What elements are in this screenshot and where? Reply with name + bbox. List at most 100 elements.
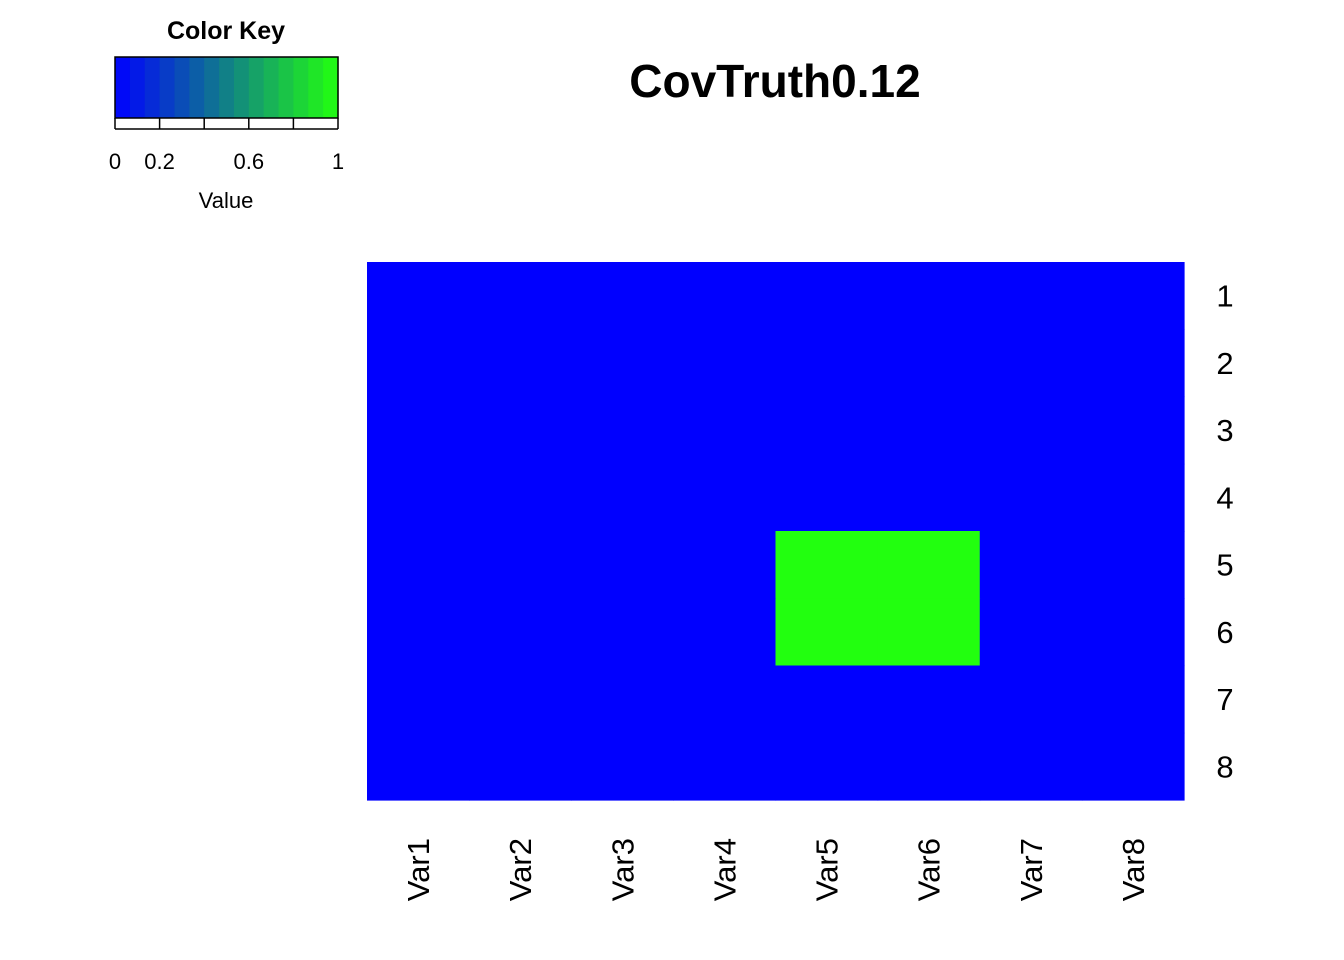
heatmap-cell-r8-c1 (367, 732, 470, 801)
heatmap-cell-r6-c1 (367, 598, 470, 667)
color-key-swatch (263, 57, 280, 118)
heatmap-cell-r7-c4 (673, 665, 777, 734)
color-key-tick-label: 1 (332, 149, 344, 174)
heatmap-cell-r4-c2 (469, 463, 572, 532)
color-key-swatch (144, 57, 161, 118)
heatmap-cell-r4-c6 (877, 463, 981, 532)
column-label: Var2 (503, 838, 538, 901)
color-key-swatch (189, 57, 205, 118)
heatmap-cell-r8-c5 (775, 732, 879, 801)
heatmap-cells (367, 262, 1185, 801)
heatmap-cell-r1-c4 (673, 262, 777, 330)
heatmap-cell-r1-c5 (775, 262, 879, 330)
heatmap-cell-r7-c3 (571, 665, 674, 734)
heatmap-cell-r2-c8 (1081, 329, 1185, 398)
heatmap-cell-r1-c7 (979, 262, 1083, 330)
heatmap-cell-r2-c3 (571, 329, 674, 398)
heatmap-cell-r8-c6 (877, 732, 981, 801)
heatmap-cell-r1-c1 (367, 262, 470, 330)
row-label: 6 (1216, 615, 1233, 650)
color-key-swatch (248, 57, 265, 118)
column-label: Var3 (605, 838, 640, 901)
color-key-swatch (219, 57, 235, 118)
color-key-swatch (159, 57, 176, 118)
heatmap-cell-r6-c7 (979, 598, 1083, 667)
color-key-swatch (115, 57, 131, 118)
color-key-swatch (278, 57, 294, 118)
heatmap-cell-r6-c8 (1081, 598, 1185, 667)
row-label: 5 (1216, 548, 1233, 583)
color-key-swatch (293, 57, 309, 118)
heatmap-cell-r8-c8 (1081, 732, 1185, 801)
heatmap-cell-r5-c5 (775, 531, 879, 599)
heatmap-cell-r2-c1 (367, 329, 470, 398)
heatmap-cell-r2-c6 (877, 329, 981, 398)
color-key-tick-label: 0.6 (234, 149, 265, 174)
row-label: 3 (1216, 413, 1233, 448)
heatmap-cell-r3-c5 (775, 396, 879, 465)
heatmap-cell-r4-c1 (367, 463, 470, 532)
heatmap-cell-r7-c8 (1081, 665, 1185, 734)
heatmap-cell-r4-c3 (571, 463, 674, 532)
column-label: Var7 (1014, 838, 1049, 901)
chart-title: CovTruth0.12 (629, 55, 920, 107)
column-labels: Var1 Var2 Var3 Var4 Var5 Var6 Var7 Var8 (401, 838, 1151, 901)
color-key-swatch (308, 57, 324, 118)
color-key-axis (114, 118, 339, 130)
heatmap-cell-r7-c2 (469, 665, 572, 734)
heatmap-cell-r8-c4 (673, 732, 777, 801)
color-key-frame (114, 56, 339, 119)
heatmap-cell-r5-c3 (571, 531, 674, 599)
row-label: 8 (1216, 749, 1233, 784)
heatmap-cell-r2-c5 (775, 329, 879, 398)
color-key-tick-labels: 0 0.2 0.6 1 (109, 149, 344, 174)
heatmap-cell-r3-c8 (1081, 396, 1185, 465)
heatmap-cell-r2-c7 (979, 329, 1083, 398)
heatmap-cell-r7-c5 (775, 665, 879, 734)
heatmap-cell-r6-c2 (469, 598, 572, 667)
row-labels: 1 2 3 4 5 6 7 8 (1216, 279, 1233, 785)
heatmap-cell-r3-c4 (673, 396, 777, 465)
heatmap-cell-r6-c5 (775, 598, 879, 667)
heatmap-cell-r6-c6 (877, 598, 981, 667)
heatmap-cell-r2-c2 (469, 329, 572, 398)
heatmap-cell-r5-c7 (979, 531, 1083, 599)
column-label: Var5 (810, 838, 845, 901)
heatmap-cell-r2-c4 (673, 329, 777, 398)
heatmap-cell-r5-c6 (877, 531, 981, 599)
color-key-swatch (204, 57, 220, 118)
heatmap-cell-r8-c3 (571, 732, 674, 801)
color-key-swatch (323, 57, 339, 118)
heatmap-cell-r5-c2 (469, 531, 572, 599)
heatmap-cell-r5-c8 (1081, 531, 1185, 599)
color-key-xlabel: Value (199, 188, 254, 213)
column-label: Var1 (401, 838, 436, 901)
heatmap-cell-r8-c7 (979, 732, 1083, 801)
heatmap-cell-r8-c2 (469, 732, 572, 801)
heatmap-cell-r1-c8 (1081, 262, 1185, 330)
column-label: Var4 (707, 838, 742, 901)
heatmap-cell-r1-c3 (571, 262, 674, 330)
row-label: 2 (1216, 346, 1233, 381)
heatmap-cell-r3-c6 (877, 396, 981, 465)
color-key-swatch (129, 57, 146, 118)
heatmap-cell-r5-c4 (673, 531, 777, 599)
heatmap-cell-r3-c7 (979, 396, 1083, 465)
heatmap-cell-r1-c6 (877, 262, 981, 330)
heatmap-cell-r7-c6 (877, 665, 981, 734)
heatmap-cell-r4-c5 (775, 463, 879, 532)
heatmap-cell-r3-c3 (571, 396, 674, 465)
color-key-gradient (115, 57, 339, 118)
column-label: Var8 (1116, 838, 1151, 901)
color-key-swatch (174, 57, 190, 118)
color-key-title: Color Key (167, 17, 285, 45)
heatmap-cell-r4-c4 (673, 463, 777, 532)
color-key: Color Key 0 0.2 0.6 1 Value (109, 17, 344, 213)
row-label: 4 (1216, 480, 1233, 515)
row-label: 7 (1216, 682, 1233, 717)
heatmap-cell-r7-c7 (979, 665, 1083, 734)
heatmap-cell-r5-c1 (367, 531, 470, 599)
color-key-tick-label: 0 (109, 149, 121, 174)
heatmap-cell-r4-c7 (979, 463, 1083, 532)
